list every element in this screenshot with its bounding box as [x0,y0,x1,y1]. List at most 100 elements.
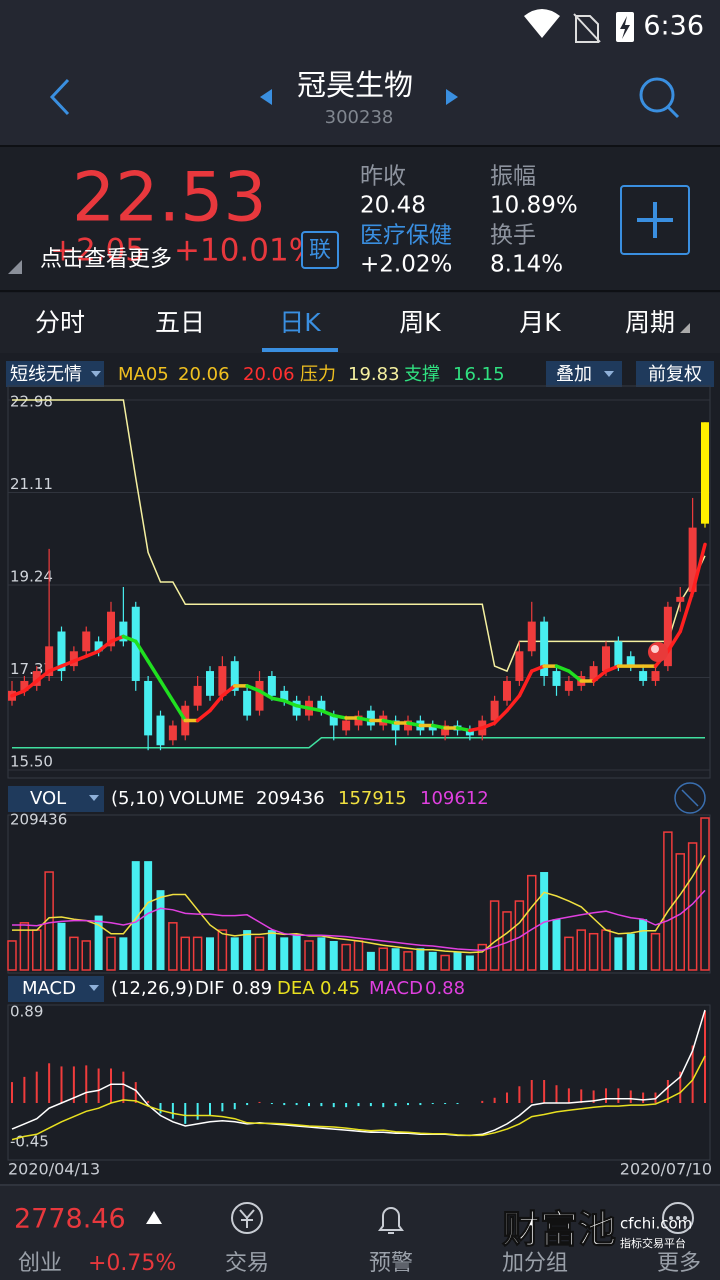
y-tick-label: 19.24 [10,568,53,586]
volume-bar [626,933,635,970]
tab-indicator [262,348,338,352]
last-price: 22.53 [72,159,267,238]
stock-name: 冠昊生物 [297,68,413,102]
nav-item[interactable]: 预警 [369,1251,413,1276]
indicator-select[interactable] [6,361,104,387]
price-frame [7,385,711,779]
macd-select[interactable] [8,976,104,1002]
tab[interactable]: 五日 [155,308,205,337]
trade-icon [239,1209,255,1228]
candle-body [701,422,709,524]
stock-code: 300238 [325,107,394,128]
candle-body [614,641,623,667]
macd-label: MACD [369,978,423,999]
candle-body [45,646,54,677]
tab[interactable]: 日K [279,308,321,337]
search-button[interactable] [639,77,680,119]
candle-body [527,621,536,652]
candle-body [82,631,91,652]
volume-bar [465,955,474,970]
adjust-select[interactable] [636,361,714,387]
index-change: +0.75% [88,1251,176,1276]
more-hint[interactable]: 点击查看更多 [40,247,172,272]
price-change-pct: +10.01% [174,233,318,269]
ma-line-segment [332,713,348,720]
volume-bar [267,930,276,970]
candle-body [465,730,474,736]
expand-button[interactable] [674,782,706,814]
volume-bar [119,937,128,970]
signal-marker [651,645,659,653]
volume-bar [391,948,400,970]
macd-indicator: MACD [22,978,76,999]
candle-body [57,631,66,672]
volume-select[interactable] [8,786,104,812]
support-label: 支撑 [404,364,440,385]
y-tick-label: 22.98 [10,393,53,411]
dropdown-arrow [680,323,690,333]
ma-line-segment [208,694,225,713]
ma-line-segment [35,669,51,683]
ma-line-segment [121,634,138,644]
ma-line-segment [690,542,707,594]
volume-bar [329,940,338,970]
volume-bar [453,951,462,970]
tab[interactable]: 周期 [625,308,675,337]
ma-line-segment [455,726,472,733]
wifi-icon [524,9,560,38]
volume-bar [81,940,91,971]
candle-body [329,715,338,726]
volume-frame [7,814,711,974]
candle-body [503,680,511,701]
overlay-label: 叠加 [556,364,592,385]
candle-body [119,621,128,642]
ma-line-segment [517,669,534,698]
sector-label[interactable]: 医疗保健 [360,223,452,249]
link-label: 联 [309,238,331,263]
y-tick-label: 21.11 [10,475,53,493]
volume-bar [57,922,66,970]
nav-item[interactable]: 更多 [657,1251,701,1276]
ma-line-segment [109,634,126,644]
volume-indicator: VOL [30,788,66,809]
stat-value: 8.14% [490,252,563,278]
tab[interactable]: 分时 [35,308,85,337]
candle-body [404,720,412,731]
pressure-line [12,399,706,673]
battery-bolt [620,16,630,39]
volume-bar [576,929,586,971]
candle-body [144,680,153,736]
volume-bar [378,947,388,971]
volume-bar [540,872,549,970]
dea-label: DEA [277,978,315,999]
candle-body [94,641,103,652]
ma-line-segment [505,694,522,713]
candle-body [193,685,202,706]
macd-params: (12,26,9) [111,978,194,999]
stat-label: 昨收 [360,164,406,190]
next-stock[interactable] [446,89,458,105]
ma-line-segment [282,698,299,708]
add-button[interactable] [620,185,690,255]
macd-line [11,1009,706,1137]
link-button[interactable] [301,231,339,269]
alert-icon [378,1207,404,1234]
top-bar [0,0,720,146]
volume-bar [254,936,265,971]
volume-ma-line [12,889,706,952]
tab[interactable]: 周K [399,308,441,337]
nav-item[interactable]: 加分组 [502,1251,568,1276]
nav-item[interactable]: 交易 [225,1251,269,1276]
tab[interactable]: 月K [519,308,561,337]
candle-body [342,720,351,731]
dropdown-arrow [604,371,614,377]
more-icon [676,1216,680,1220]
prev-stock[interactable] [260,89,272,105]
volume-bar [131,861,140,970]
candle-body [515,651,524,681]
quote-panel [0,146,720,290]
candle-body [366,710,375,726]
back-button[interactable] [49,78,70,116]
